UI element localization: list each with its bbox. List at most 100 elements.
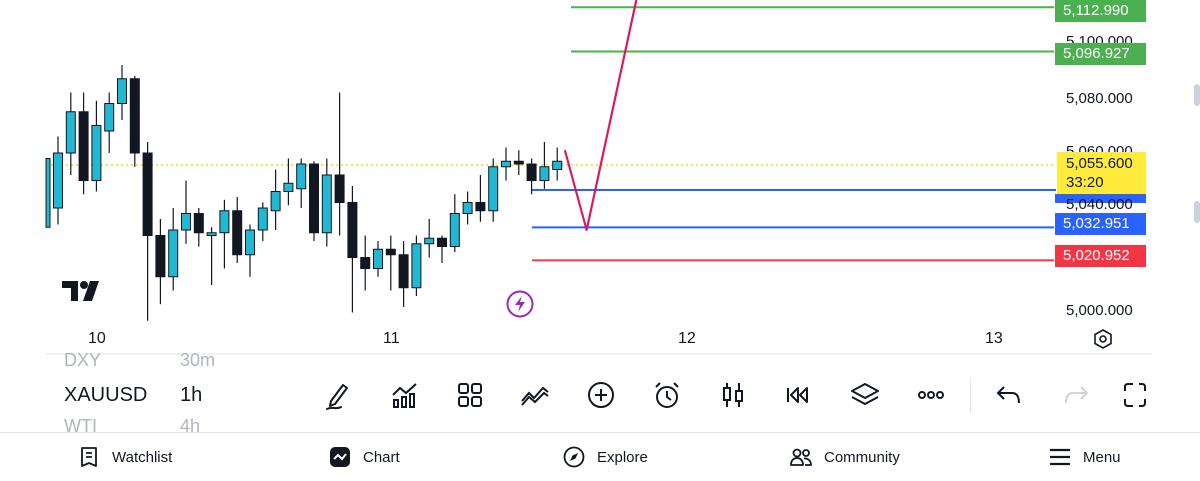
alert-clock-icon [655, 382, 679, 408]
candle-down [155, 235, 166, 278]
lightning-icon[interactable] [505, 289, 535, 319]
tradingview-logo [62, 279, 106, 303]
candle-down [398, 254, 409, 289]
candle-down [526, 163, 537, 181]
level-badge-entry[interactable]: 5,032.951 [1055, 213, 1146, 235]
candle-up [321, 174, 332, 234]
symbol-row-above[interactable]: DXY 30m [64, 350, 215, 371]
add-button[interactable] [584, 378, 618, 412]
candle-up [245, 229, 255, 256]
candle-type-button[interactable] [716, 378, 750, 412]
undo-button[interactable] [992, 378, 1026, 412]
compare-icon [521, 386, 549, 406]
level-badge-tp1[interactable]: 5,096.927 [1055, 43, 1146, 65]
candle-up [270, 191, 281, 212]
candle-down [334, 174, 345, 203]
more-button[interactable] [914, 378, 948, 412]
layers-button[interactable] [848, 378, 882, 412]
drawing-tools-button[interactable] [322, 378, 356, 412]
candle-up [488, 166, 499, 212]
candle-up [296, 163, 307, 190]
candle-down [309, 163, 319, 234]
candle-up [552, 160, 563, 170]
candlestick-chart[interactable] [0, 0, 1200, 355]
community-icon [790, 448, 812, 466]
replay-button[interactable] [781, 378, 815, 412]
add-icon [588, 382, 614, 408]
time-tick: 11 [383, 330, 400, 347]
indicators-button[interactable] [388, 378, 422, 412]
candle-down [129, 78, 140, 154]
candle-down [385, 248, 396, 256]
candle-type-icon [723, 383, 743, 407]
candle-up [283, 182, 294, 192]
redo-icon [1065, 386, 1089, 404]
current-price-value: 5,055.600 [1066, 155, 1133, 172]
candle-up [45, 158, 51, 228]
edge-handle[interactable] [1194, 201, 1200, 223]
symbol-interval: 30m [180, 350, 216, 370]
candle-up [501, 160, 511, 168]
toolbar-divider [970, 378, 971, 412]
candle-up [424, 237, 435, 245]
candle-up [168, 229, 179, 278]
symbol-interval: 4h [180, 416, 201, 436]
templates-icon [458, 383, 482, 407]
candle-up [257, 207, 268, 231]
layers-icon [851, 383, 879, 405]
watchlist-icon [81, 447, 97, 467]
nav-community[interactable]: Community [790, 433, 900, 481]
templates-button[interactable] [453, 378, 487, 412]
symbol-name: XAUUSD [64, 384, 148, 406]
candle-down [437, 237, 447, 247]
time-tick: 10 [88, 330, 106, 347]
compare-button[interactable] [518, 378, 552, 412]
candle-up [449, 213, 460, 247]
chart-area[interactable]: 5,100.000 5,080.000 5,060.000 5,040.000 … [0, 0, 1200, 355]
nav-chart[interactable]: Chart [329, 433, 400, 481]
candle-up [181, 213, 191, 231]
candle-up [462, 202, 473, 214]
candle-down [78, 111, 89, 181]
level-badge-tp2[interactable]: 5,112.990 [1055, 0, 1146, 22]
blue-level-marker [1055, 194, 1146, 203]
indicators-icon [392, 383, 417, 408]
bottom-toolbar: DXY 30m XAUUSD 1h WTI 4h [46, 350, 1152, 436]
candle-down [360, 257, 371, 269]
price-tick: 5,040.000 [1066, 196, 1133, 213]
active-symbol[interactable]: XAUUSD 1h [64, 384, 202, 407]
nav-menu[interactable]: Menu [1049, 433, 1121, 481]
nav-watchlist[interactable]: Watchlist [78, 433, 172, 481]
alert-button[interactable] [650, 378, 684, 412]
candle-down [142, 152, 153, 236]
fullscreen-icon [1124, 383, 1146, 407]
time-tick: 13 [985, 330, 1003, 347]
nav-label: Watchlist [112, 448, 173, 466]
symbol-row-below[interactable]: WTI 4h [64, 416, 200, 437]
nav-label: Chart [363, 448, 400, 466]
redo-button[interactable] [1059, 378, 1093, 412]
candle-up [91, 125, 102, 181]
chart-settings-icon[interactable] [1092, 328, 1114, 350]
candle-up [53, 152, 63, 209]
symbol-name: WTI [64, 416, 97, 436]
candle-up [206, 232, 217, 236]
edge-handle[interactable] [1194, 84, 1200, 106]
time-tick: 12 [678, 330, 696, 347]
level-badge-stop[interactable]: 5,020.952 [1055, 245, 1146, 267]
candle-down [193, 213, 204, 234]
candle-down [232, 210, 243, 256]
price-tick: 5,080.000 [1066, 90, 1133, 107]
menu-icon [1050, 448, 1070, 466]
candle-up [539, 166, 550, 181]
nav-explore[interactable]: Explore [563, 433, 648, 481]
fullscreen-button[interactable] [1118, 378, 1152, 412]
symbol-interval: 1h [180, 384, 203, 406]
price-tick: 5,000.000 [1066, 302, 1133, 319]
more-icon [918, 391, 944, 399]
candle-up [117, 78, 127, 104]
nav-label: Explore [597, 448, 648, 466]
nav-label: Menu [1083, 448, 1121, 466]
bottom-navigation: Watchlist Chart Explore Community Menu [0, 432, 1200, 481]
nav-label: Community [824, 448, 900, 466]
